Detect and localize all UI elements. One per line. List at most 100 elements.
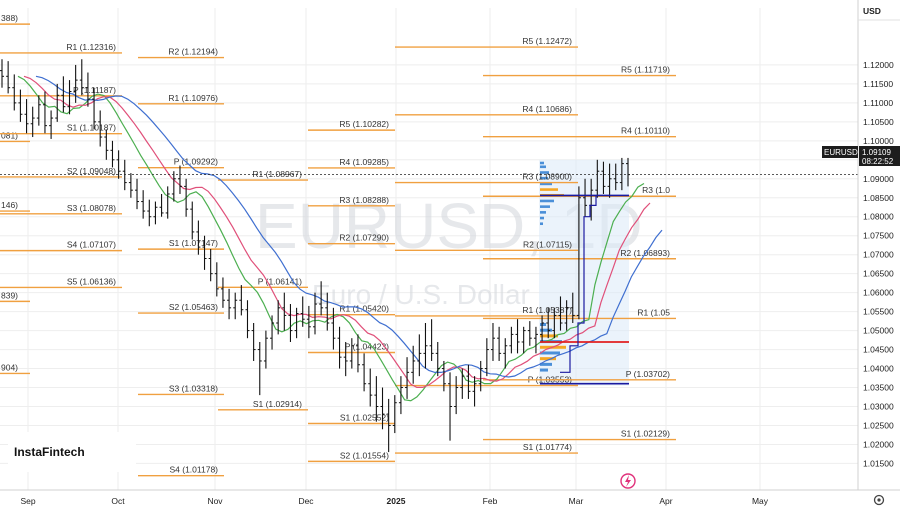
currency-label[interactable]: USD xyxy=(863,6,881,16)
y-tick-label: 1.11500 xyxy=(863,79,893,89)
y-tick-label: 1.05500 xyxy=(863,307,894,317)
vp-bar xyxy=(540,199,554,203)
vp-bar xyxy=(540,351,560,355)
symbol-tag: EURUSD xyxy=(824,148,858,157)
vp-bar xyxy=(540,165,546,169)
pivot-label: R4 (1.10110) xyxy=(621,126,670,136)
watermark-subtitle: Euro / U.S. Dollar xyxy=(312,279,530,310)
pivot-label: S2 (1.01554) xyxy=(340,450,389,460)
vp-bar xyxy=(540,182,552,186)
y-tick-label: 1.09000 xyxy=(863,174,894,184)
moving-averages xyxy=(17,75,663,402)
pivot-label: R1 (1.10976) xyxy=(168,93,218,103)
symbol-tag-bg xyxy=(822,146,858,158)
pivot-label: S1 (1.02914) xyxy=(253,399,302,409)
pivot-label: R3 (1.08288) xyxy=(339,195,389,205)
pivot-label: S4 (1.07107) xyxy=(67,240,116,250)
y-tick-label: 1.02500 xyxy=(863,420,894,430)
range-box-overlay xyxy=(540,194,629,385)
pivot-label: S1 (1.02129) xyxy=(621,429,670,439)
brand-background xyxy=(8,432,136,472)
pivot-label: R1 (1.12316) xyxy=(66,42,116,52)
pivot-label: 904) xyxy=(1,362,18,372)
vp-bar xyxy=(540,161,544,165)
pivot-label: S1 (1.01774) xyxy=(523,442,572,452)
x-tick-label: Nov xyxy=(207,496,223,506)
pivot-label: S2 (1.09048) xyxy=(67,166,116,176)
pivot-label: R1 (1.05 xyxy=(637,307,670,317)
ma-red-line xyxy=(23,75,651,388)
ma-blue-line xyxy=(35,75,663,378)
y-tick-label: 1.08500 xyxy=(863,193,894,203)
price-tag-bg xyxy=(859,146,900,166)
pivot-label: S1 (1.02552) xyxy=(340,413,389,423)
pivot-label: P (1.06141) xyxy=(258,276,302,286)
pivot-label: S3 (1.03318) xyxy=(169,383,218,393)
vp-bar xyxy=(540,357,556,361)
pivot-label: R2 (1.07115) xyxy=(523,239,572,249)
x-tick-label: 2025 xyxy=(387,496,406,506)
x-tick-label: Sep xyxy=(20,496,35,506)
y-tick-label: 1.10500 xyxy=(863,117,894,127)
vwap-step-line xyxy=(560,195,597,373)
pivot-label: R1 (1.05420) xyxy=(339,304,389,314)
pivot-label: S5 (1.06136) xyxy=(67,276,116,286)
pivot-label: R3 (1.08900) xyxy=(522,172,572,182)
last-price-tags: EURUSD 1.09109 08:22:52 xyxy=(822,146,900,166)
vp-bar xyxy=(540,328,552,332)
y-tick-label: 1.03000 xyxy=(863,402,894,412)
pivot-label: R4 (1.10686) xyxy=(522,104,572,114)
lightning-icon[interactable] xyxy=(620,473,636,489)
vp-bar xyxy=(540,362,552,366)
y-tick-label: 1.07000 xyxy=(863,250,894,260)
y-tick-label: 1.04000 xyxy=(863,364,894,374)
pivot-label: 839) xyxy=(1,290,18,300)
y-tick-label: 1.05000 xyxy=(863,326,894,336)
x-tick-label: Feb xyxy=(483,496,498,506)
pivot-label: R1 (1.08967) xyxy=(252,169,302,179)
x-tick-label: Apr xyxy=(659,496,672,506)
x-tick-label: May xyxy=(752,496,769,506)
pivot-label: S1 (1.07147) xyxy=(169,238,218,248)
price-axis: 1.120001.115001.110001.105001.100001.095… xyxy=(857,0,900,490)
y-tick-label: 1.08000 xyxy=(863,212,894,222)
vp-bar xyxy=(540,176,548,180)
y-tick-label: 1.11000 xyxy=(863,98,893,108)
pivot-label: S4 (1.01178) xyxy=(169,465,218,475)
pivot-label: R4 (1.09285) xyxy=(339,157,389,167)
vp-bar xyxy=(540,323,546,327)
pivot-label: 146) xyxy=(1,200,18,210)
pivot-label: R5 (1.11719) xyxy=(621,65,670,75)
pivot-label: P (1.04423) xyxy=(345,341,389,351)
pivot-label: S3 (1.08078) xyxy=(67,203,116,213)
pivot-label: 388) xyxy=(1,13,18,23)
vp-bar xyxy=(540,368,548,372)
pivot-label: R2 (1.07290) xyxy=(339,233,389,243)
pivot-label: R5 (1.12472) xyxy=(522,36,572,46)
vp-bar xyxy=(540,205,550,208)
x-tick-label: Oct xyxy=(111,496,125,506)
y-tick-label: 1.01500 xyxy=(863,458,894,468)
vp-bar xyxy=(540,188,558,191)
pivot-label: S1 (1.10187) xyxy=(67,123,116,133)
vp-bar xyxy=(540,171,549,174)
y-tick-label: 1.06000 xyxy=(863,288,894,298)
pivot-label: R1 (1.05387) xyxy=(522,305,572,315)
y-tick-label: 1.07500 xyxy=(863,231,894,241)
pivot-label: R5 (1.10282) xyxy=(339,119,389,129)
y-tick-label: 1.02000 xyxy=(863,439,894,449)
candlesticks[interactable] xyxy=(0,59,630,453)
vp-bar xyxy=(540,222,543,226)
y-tick-label: 1.03500 xyxy=(863,383,894,393)
settings-gear-icon[interactable] xyxy=(873,494,885,506)
pivot-label: P (1.03702) xyxy=(626,369,670,379)
vp-bar xyxy=(540,211,546,214)
vp-bar xyxy=(540,334,558,338)
x-tick-label: Dec xyxy=(298,496,314,506)
brand-logo: InstaFintech xyxy=(8,432,136,472)
y-tick-label: 1.06500 xyxy=(863,269,894,279)
pivot-label: R2 (1.12194) xyxy=(168,47,218,57)
y-tick-label: 1.10000 xyxy=(863,136,894,146)
y-tick-label: 1.04500 xyxy=(863,345,894,355)
